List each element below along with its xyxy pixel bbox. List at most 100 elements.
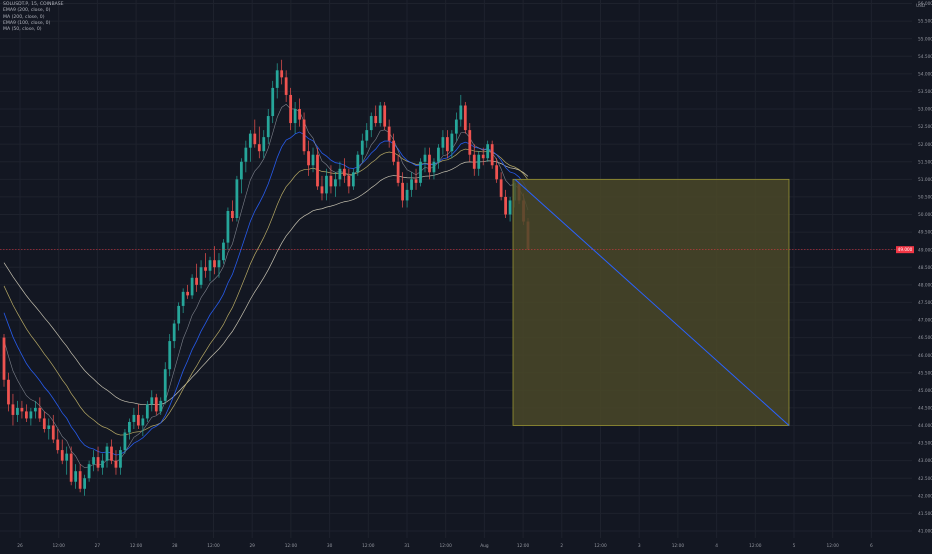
candle-body	[136, 414, 140, 426]
projection-diagonal-line	[514, 178, 790, 426]
candle	[454, 112, 458, 141]
candle-body	[342, 168, 346, 176]
candle-body	[365, 130, 369, 141]
candle-body	[16, 407, 19, 415]
candle	[92, 450, 95, 472]
candle-body	[334, 179, 337, 187]
x-tick-label: 12:00	[827, 543, 840, 549]
x-tick-label: 12:00	[749, 543, 762, 549]
candle-body	[410, 179, 413, 190]
candle	[374, 105, 378, 127]
candle	[472, 144, 476, 176]
y-tick-label: 44.000	[918, 423, 932, 429]
candle	[132, 407, 136, 429]
candle	[128, 418, 131, 440]
candle	[302, 112, 306, 155]
candle	[257, 126, 261, 159]
candle-body	[414, 179, 418, 183]
x-tick-label: 12:00	[130, 543, 143, 549]
x-tick-label: 28	[172, 543, 178, 549]
candle-body	[441, 137, 445, 148]
candle-body	[244, 147, 248, 162]
y-tick-label: 52.000	[918, 142, 932, 148]
candle-body	[356, 154, 360, 173]
candle	[20, 400, 24, 419]
x-tick-label: 27	[95, 543, 101, 549]
candle	[275, 63, 279, 99]
candle-body	[145, 404, 149, 419]
candle-body	[437, 147, 440, 162]
x-tick-label: 12:00	[517, 543, 530, 549]
candle	[248, 130, 252, 162]
candle-body	[504, 196, 507, 215]
candle	[2, 334, 6, 387]
candle	[168, 334, 172, 377]
candle	[477, 151, 481, 176]
candle	[486, 140, 490, 162]
y-tick-label: 41.000	[918, 529, 932, 535]
candle-body	[177, 305, 181, 324]
candle-body	[253, 133, 257, 145]
candle-body	[222, 242, 225, 261]
candle-body	[217, 260, 221, 268]
candle	[105, 443, 109, 468]
y-tick-label: 46.000	[918, 353, 932, 359]
candle-body	[92, 457, 95, 465]
candle	[495, 158, 499, 183]
candle-body	[481, 154, 485, 159]
candle	[25, 404, 28, 422]
candle-body	[101, 460, 104, 468]
candle-body	[25, 411, 28, 419]
y-tick-label: 44.500	[918, 405, 932, 411]
candle	[244, 140, 248, 173]
y-tick-label: 43.000	[918, 458, 932, 464]
candle	[159, 397, 163, 415]
candle-body	[74, 471, 78, 482]
candle	[204, 253, 207, 278]
ma-line-grey	[3, 103, 529, 469]
candle-body	[325, 175, 328, 194]
candle-body	[392, 140, 396, 162]
candle-body	[87, 464, 91, 479]
candle-body	[347, 175, 351, 187]
candle	[47, 418, 51, 440]
candle	[42, 411, 46, 433]
x-tick-label: 29	[249, 543, 255, 549]
candle	[69, 446, 73, 486]
x-tick-label: 12:00	[53, 543, 66, 549]
y-tick-label: 50.000	[918, 212, 932, 218]
indicator-line: EMA9 (100, close, 0)	[3, 20, 51, 26]
y-tick-label: 47.000	[918, 318, 932, 324]
candle	[405, 182, 409, 208]
candle	[445, 130, 449, 159]
candle	[298, 98, 301, 127]
candle	[356, 151, 360, 176]
candle-body	[186, 291, 190, 296]
candle	[7, 372, 10, 412]
candle	[145, 400, 149, 422]
candle-body	[29, 411, 33, 419]
candle-body	[351, 172, 355, 187]
candle	[119, 446, 122, 475]
candle-body	[195, 277, 198, 285]
candle	[437, 144, 440, 169]
candle-body	[7, 379, 10, 405]
candle-body	[450, 133, 454, 152]
candle-body	[423, 154, 427, 162]
candle-body	[208, 260, 212, 271]
candle-body	[387, 126, 391, 141]
candle-body	[284, 77, 288, 95]
y-tick-label: 41.500	[918, 511, 932, 517]
candle-body	[33, 407, 37, 412]
candle-body	[257, 144, 261, 152]
y-tick-label: 56.000	[918, 1, 932, 7]
candle-body	[432, 161, 436, 173]
y-tick-label: 55.500	[918, 19, 932, 25]
candle	[280, 59, 284, 85]
x-tick-label: 30	[327, 543, 333, 549]
candle-body	[463, 105, 467, 131]
candle-body	[298, 109, 301, 120]
candle-body	[154, 397, 158, 412]
